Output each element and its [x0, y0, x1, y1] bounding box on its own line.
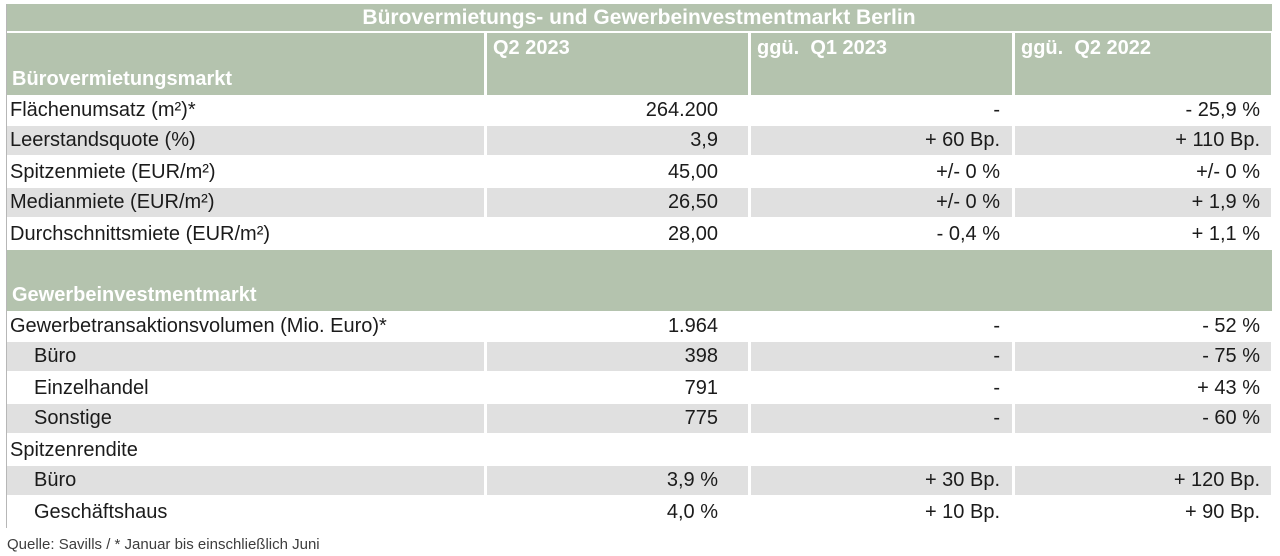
value-q2-2023: 264.200 — [645, 99, 718, 121]
table-title: Bürovermietungs- und Gewerbeinvestmentma… — [6, 4, 1272, 33]
table-row: Büro 398 - - 75 % — [6, 342, 1272, 373]
value-vs-q2-2022: - 75 % — [1015, 342, 1271, 373]
value-vs-q1-2023 — [751, 435, 1012, 466]
table-row: Gewerbetransaktionsvolumen (Mio. Euro)* … — [6, 311, 1272, 342]
value-vs-q1-2023: - — [993, 377, 1000, 399]
metric-label: Sonstige — [6, 404, 484, 435]
value-vs-q2-2022: + 43 % — [1197, 377, 1260, 399]
metric-label: Leerstandsquote (%) — [6, 126, 484, 157]
metric-label: Spitzenrendite — [10, 439, 138, 461]
metric-label: Flächenumsatz (m²)* — [10, 99, 196, 121]
value-vs-q1-2023: - — [993, 315, 1000, 337]
value-vs-q2-2022: - 52 % — [1202, 315, 1260, 337]
value-vs-q1-2023: + 60 Bp. — [751, 126, 1012, 157]
value-vs-q2-2022: +/- 0 % — [1196, 161, 1260, 183]
column-header-vs-q1-2023: ggü. Q1 2023 — [751, 33, 1012, 95]
table-row: Spitzenmiete (EUR/m²) 45,00 +/- 0 % +/- … — [6, 157, 1272, 188]
source-note: Quelle: Savills / * Januar bis einschlie… — [7, 536, 320, 553]
value-vs-q2-2022: + 90 Bp. — [1184, 501, 1260, 523]
value-vs-q2-2022: + 1,1 % — [1191, 223, 1260, 245]
metric-label: Gewerbetransaktionsvolumen (Mio. Euro)* — [10, 315, 387, 337]
value-q2-2023: 26,50 — [487, 188, 748, 219]
value-q2-2023 — [487, 435, 748, 466]
column-header-vs-q2-2022: ggü. Q2 2022 — [1015, 33, 1271, 95]
value-vs-q1-2023: - — [751, 404, 1012, 435]
table-row: Geschäftshaus 4,0 % + 10 Bp. + 90 Bp. — [6, 497, 1272, 528]
metric-label: Einzelhandel — [34, 377, 149, 399]
value-vs-q1-2023: + 30 Bp. — [751, 466, 1012, 497]
value-vs-q2-2022: + 1,9 % — [1015, 188, 1271, 219]
table-row: Sonstige 775 - - 60 % — [6, 404, 1272, 435]
metric-label: Medianmiete (EUR/m²) — [6, 188, 484, 219]
metric-label: Durchschnittsmiete (EUR/m²) — [10, 223, 271, 245]
table-row: Medianmiete (EUR/m²) 26,50 +/- 0 % + 1,9… — [6, 188, 1272, 219]
table-row: Einzelhandel 791 - + 43 % — [6, 373, 1272, 404]
value-vs-q1-2023: +/- 0 % — [936, 161, 1000, 183]
value-q2-2023: 775 — [487, 404, 748, 435]
value-vs-q2-2022 — [1015, 435, 1271, 466]
section-heading-buerovermietungsmarkt: Bürovermietungsmarkt — [6, 33, 484, 95]
column-header-row: Bürovermietungsmarkt Q2 2023 ggü. Q1 202… — [6, 33, 1272, 95]
value-vs-q1-2023: - 0,4 % — [936, 223, 1000, 245]
section-heading-gewerbeinvestmentmarkt: Gewerbeinvestmentmarkt — [6, 250, 1272, 311]
value-vs-q2-2022: + 120 Bp. — [1015, 466, 1271, 497]
value-vs-q2-2022: + 110 Bp. — [1015, 126, 1271, 157]
value-vs-q2-2022: - 25,9 % — [1185, 99, 1260, 121]
value-vs-q2-2022: - 60 % — [1015, 404, 1271, 435]
table-row: Spitzenrendite — [6, 435, 1272, 466]
value-q2-2023: 3,9 % — [487, 466, 748, 497]
metric-label: Spitzenmiete (EUR/m²) — [10, 161, 216, 183]
value-q2-2023: 28,00 — [667, 223, 718, 245]
value-vs-q1-2023: - — [751, 342, 1012, 373]
metric-label: Büro — [6, 342, 484, 373]
market-table: Bürovermietungs- und Gewerbeinvestmentma… — [6, 4, 1272, 553]
value-vs-q1-2023: + 10 Bp. — [924, 501, 1000, 523]
metric-label: Geschäftshaus — [34, 501, 168, 523]
value-vs-q1-2023: - — [993, 99, 1000, 121]
metric-label: Büro — [6, 466, 484, 497]
section-buerovermietungsmarkt-rows: Flächenumsatz (m²)* 264.200 - - 25,9 % L… — [6, 95, 1272, 250]
value-q2-2023: 791 — [684, 377, 718, 399]
section-gewerbeinvestmentmarkt-rows: Gewerbetransaktionsvolumen (Mio. Euro)* … — [6, 311, 1272, 528]
value-q2-2023: 45,00 — [667, 161, 718, 183]
column-header-q2-2023: Q2 2023 — [487, 33, 748, 95]
value-q2-2023: 4,0 % — [666, 501, 718, 523]
table-row: Leerstandsquote (%) 3,9 + 60 Bp. + 110 B… — [6, 126, 1272, 157]
value-vs-q1-2023: +/- 0 % — [751, 188, 1012, 219]
table-row: Durchschnittsmiete (EUR/m²) 28,00 - 0,4 … — [6, 219, 1272, 250]
table-row: Flächenumsatz (m²)* 264.200 - - 25,9 % — [6, 95, 1272, 126]
value-q2-2023: 1.964 — [667, 315, 718, 337]
value-q2-2023: 3,9 — [487, 126, 748, 157]
table-left-border — [6, 4, 7, 528]
table-row: Büro 3,9 % + 30 Bp. + 120 Bp. — [6, 466, 1272, 497]
value-q2-2023: 398 — [487, 342, 748, 373]
